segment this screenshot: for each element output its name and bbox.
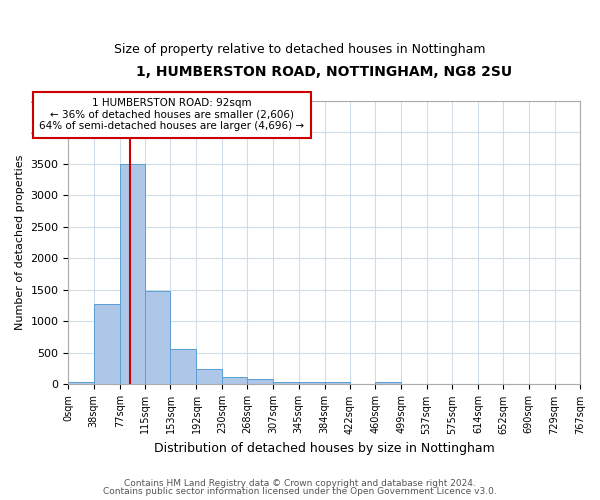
- Bar: [273, 382, 299, 384]
- Bar: [325, 382, 350, 384]
- Bar: [120, 164, 145, 384]
- Y-axis label: Number of detached properties: Number of detached properties: [15, 155, 25, 330]
- Bar: [247, 380, 273, 384]
- Bar: [145, 291, 170, 384]
- Text: 1 HUMBERSTON ROAD: 92sqm
← 36% of detached houses are smaller (2,606)
64% of sem: 1 HUMBERSTON ROAD: 92sqm ← 36% of detach…: [39, 98, 304, 132]
- Bar: [94, 304, 120, 384]
- Bar: [375, 382, 401, 384]
- X-axis label: Distribution of detached houses by size in Nottingham: Distribution of detached houses by size …: [154, 442, 494, 455]
- Text: Contains HM Land Registry data © Crown copyright and database right 2024.: Contains HM Land Registry data © Crown c…: [124, 478, 476, 488]
- Bar: [299, 382, 325, 384]
- Text: Size of property relative to detached houses in Nottingham: Size of property relative to detached ho…: [114, 42, 486, 56]
- Bar: [68, 382, 94, 384]
- Bar: [196, 369, 222, 384]
- Title: 1, HUMBERSTON ROAD, NOTTINGHAM, NG8 2SU: 1, HUMBERSTON ROAD, NOTTINGHAM, NG8 2SU: [136, 65, 512, 79]
- Text: Contains public sector information licensed under the Open Government Licence v3: Contains public sector information licen…: [103, 487, 497, 496]
- Bar: [222, 377, 247, 384]
- Bar: [170, 348, 196, 384]
